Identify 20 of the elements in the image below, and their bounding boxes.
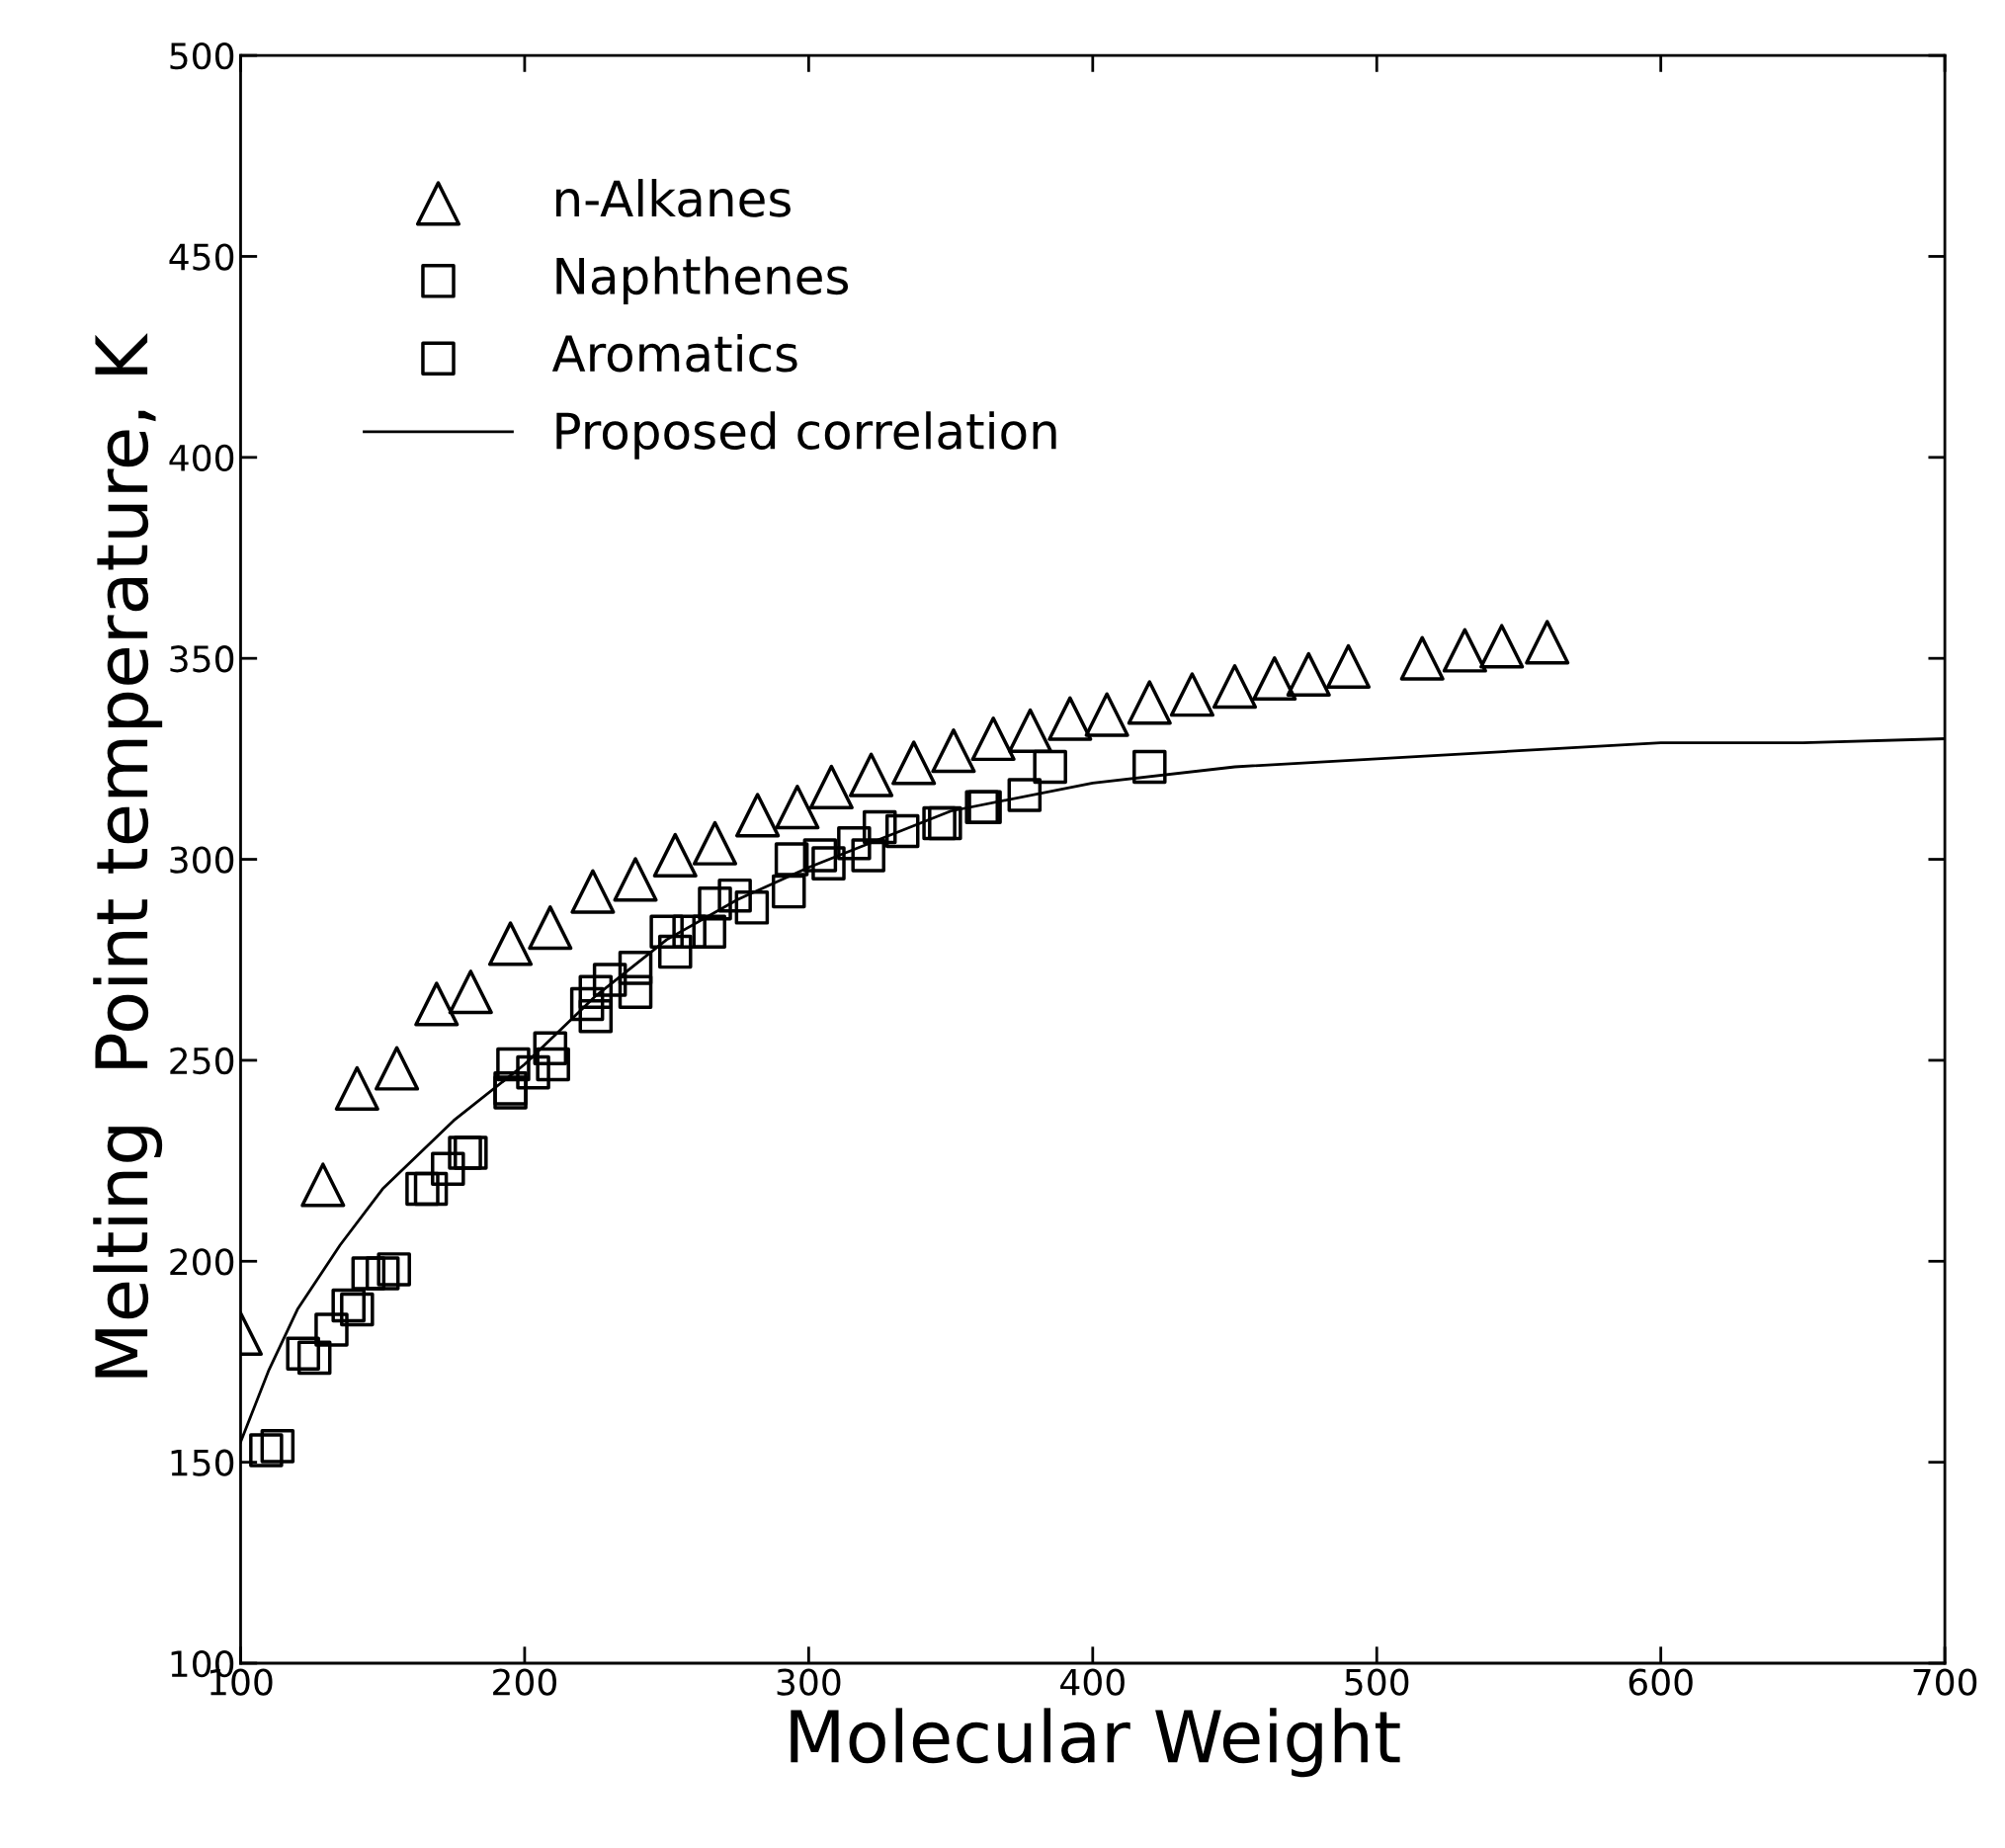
y-tick-label: 300: [170, 846, 234, 874]
x-tick-label: 700: [1913, 1668, 1977, 1696]
legend-label: Aromatics: [551, 333, 797, 373]
x-tick-label: 500: [1345, 1668, 1409, 1696]
legend-label: Naphthenes: [556, 256, 849, 304]
legend-label: n-Alkanes: [556, 179, 791, 217]
x-axis-title: Molecular Weight: [791, 1708, 1400, 1778]
y-tick-label: 350: [170, 645, 234, 673]
y-tick-label: 150: [171, 1449, 234, 1476]
y-tick-label: 250: [170, 1047, 234, 1075]
x-tick-label: 600: [1629, 1668, 1693, 1696]
y-axis-title: Melting Point temperature, K: [93, 332, 163, 1378]
y-tick-label: 200: [170, 1248, 234, 1276]
y-tick-label: 500: [170, 42, 234, 70]
x-tick-label: 300: [777, 1668, 841, 1696]
x-tick-label: 400: [1060, 1668, 1125, 1696]
legend-label: Proposed correlation: [556, 411, 1056, 460]
y-tick-label: 400: [169, 444, 234, 472]
y-tick-label: 450: [169, 243, 234, 271]
x-tick-label: 200: [493, 1668, 556, 1696]
